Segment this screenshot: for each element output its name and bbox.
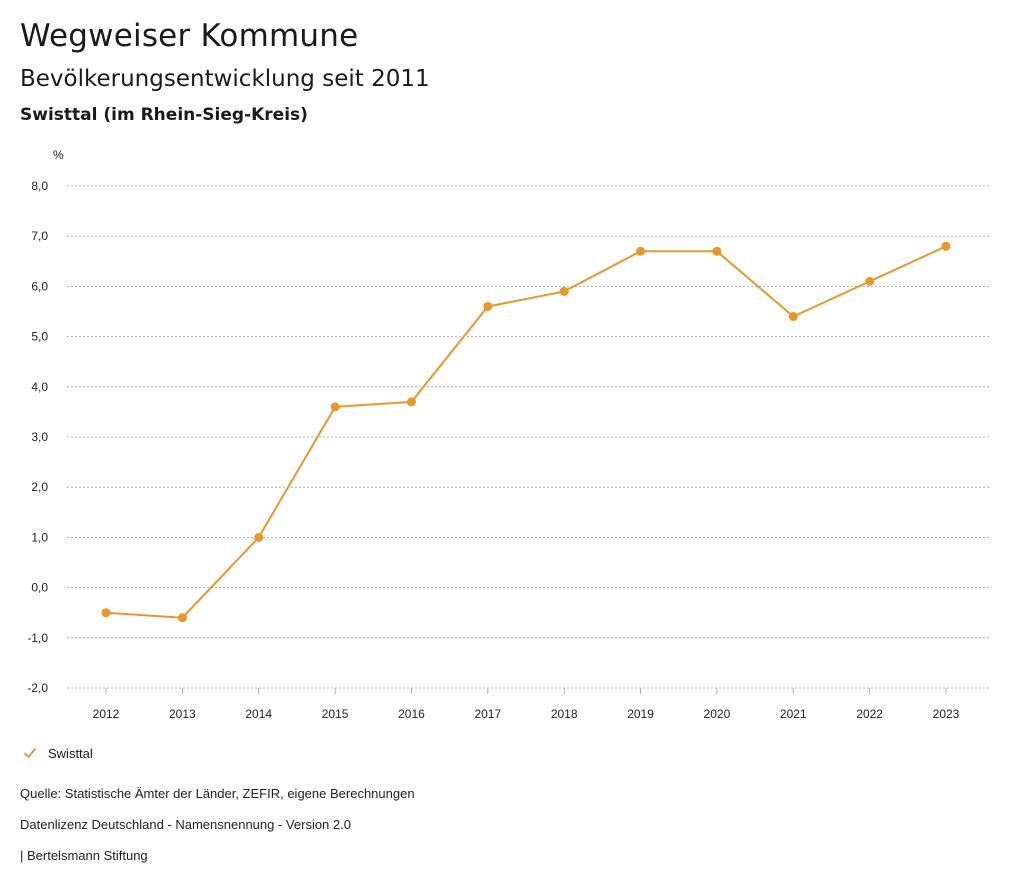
data-point[interactable] [330,402,340,412]
x-tick-label: 2015 [322,707,349,721]
chart-subtitle: Bevölkerungsentwicklung seit 2011 [20,66,430,92]
y-tick-label: 8,0 [31,179,48,193]
x-tick-label: 2022 [856,707,883,721]
x-tick-label: 2021 [780,707,807,721]
y-tick-label: 6,0 [31,279,48,293]
y-axis-unit-label: % [53,148,64,162]
data-point[interactable] [941,241,951,251]
y-tick-label: 5,0 [31,330,48,344]
x-axis-ticks: 2012 2013 2014 2015 2016 2017 2018 2019 2020 2021… [93,688,960,721]
legend-label: Swisttal [48,745,93,761]
grid-lines [67,185,990,689]
data-point[interactable] [865,276,875,286]
license-note: Datenlizenz Deutschland - Namensnennung … [20,817,351,832]
x-tick-label: 2013 [169,707,196,721]
data-point[interactable] [177,613,187,623]
x-tick-label: 2016 [398,707,425,721]
data-point[interactable] [254,532,264,542]
y-axis-ticks: -2,0 -1,0 0,0 1,0 2,0 3,0 4,0 5,0 6,0 7,0 8,0 [27,179,48,695]
publisher-note: | Bertelsmann Stiftung [20,848,148,863]
region-label: Swisttal (im Rhein-Sieg-Kreis) [20,105,308,125]
series-line [105,245,947,619]
data-point[interactable] [636,246,646,256]
y-tick-label: 7,0 [31,229,48,243]
data-point[interactable] [712,246,722,256]
x-tick-label: 2018 [551,707,578,721]
data-point[interactable] [483,301,493,311]
data-point[interactable] [406,397,416,407]
x-tick-label: 2012 [93,707,120,721]
y-tick-label: 2,0 [31,480,48,494]
page-title: Wegweiser Kommune [20,18,359,54]
x-tick-label: 2014 [245,707,272,721]
y-tick-label: -1,0 [27,631,48,645]
x-tick-label: 2019 [627,707,654,721]
data-point[interactable] [559,286,569,296]
x-tick-label: 2023 [933,707,960,721]
legend-item-swisttal[interactable]: Swisttal [22,745,93,761]
y-tick-label: 3,0 [31,430,48,444]
series-swisttal [101,241,951,623]
x-tick-label: 2017 [474,707,501,721]
source-note: Quelle: Statistische Ämter der Länder, Z… [20,786,415,801]
data-point[interactable] [788,312,798,322]
y-tick-label: 1,0 [31,530,48,544]
y-tick-label: -2,0 [27,681,48,695]
y-tick-label: 4,0 [31,380,48,394]
x-tick-label: 2020 [704,707,731,721]
line-chart: % -2,0 -1,0 0,0 1,0 2,0 3,0 4,0 5,0 6,0 7,0 8,0 20… [27,148,990,721]
y-tick-label: 0,0 [31,581,48,595]
check-icon [24,748,36,758]
data-point[interactable] [101,608,111,618]
